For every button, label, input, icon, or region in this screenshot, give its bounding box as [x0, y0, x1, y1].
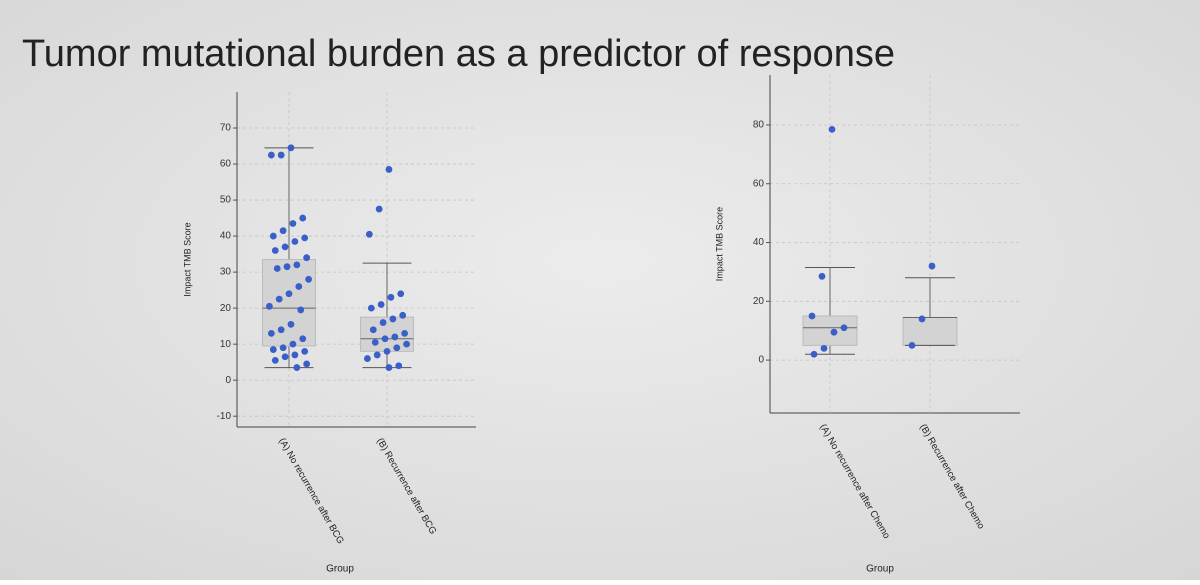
data-point: [828, 125, 836, 133]
data-point: [810, 350, 818, 358]
data-point: [289, 340, 297, 348]
data-point: [269, 232, 277, 240]
y-tick-label: -10: [217, 411, 232, 422]
data-point: [303, 360, 311, 368]
data-point: [297, 306, 305, 314]
data-point: [385, 166, 393, 173]
data-point: [273, 265, 281, 272]
box: [802, 315, 858, 346]
data-point: [291, 351, 299, 359]
y-tick-label: 40: [753, 237, 765, 248]
data-point: [391, 333, 399, 341]
x-axis-label: Group: [866, 564, 894, 575]
slide-title: Tumor mutational burden as a predictor o…: [22, 33, 895, 75]
data-point: [279, 344, 287, 352]
data-point: [385, 364, 393, 371]
data-point: [381, 335, 389, 343]
data-point: [387, 293, 395, 301]
data-point: [293, 261, 301, 269]
data-point: [285, 290, 293, 298]
y-tick-label: 60: [220, 159, 232, 170]
y-axis-label: Impact TMB Score: [182, 222, 192, 296]
data-point: [364, 355, 371, 362]
x-axis-label: Group: [326, 564, 354, 575]
y-tick-label: 0: [758, 355, 764, 366]
data-point: [267, 329, 275, 337]
y-tick-label: 80: [753, 120, 765, 131]
data-point: [291, 238, 299, 245]
data-point: [279, 227, 287, 235]
data-point: [293, 364, 301, 371]
data-point: [277, 326, 285, 334]
data-point: [375, 205, 383, 213]
data-point: [371, 338, 379, 346]
data-point: [928, 262, 936, 270]
data-point: [287, 144, 295, 152]
data-point: [395, 362, 403, 370]
data-point: [379, 319, 387, 326]
data-point: [808, 312, 816, 320]
data-point: [908, 342, 916, 349]
data-point: [365, 230, 373, 238]
y-tick-label: 0: [225, 375, 231, 386]
y-axis-label: Impact TMB Score: [714, 207, 724, 281]
data-point: [301, 347, 309, 355]
y-tick-label: 60: [753, 178, 765, 189]
data-point: [383, 347, 391, 355]
data-point: [373, 351, 381, 359]
y-tick-label: 10: [220, 339, 232, 350]
data-point: [281, 243, 289, 251]
data-point: [403, 340, 410, 348]
data-point: [277, 151, 285, 159]
data-point: [289, 220, 297, 227]
data-point: [389, 315, 397, 323]
data-point: [269, 346, 277, 353]
data-point: [299, 214, 307, 222]
data-point: [271, 247, 279, 254]
data-point: [397, 290, 405, 298]
data-point: [275, 295, 283, 303]
y-tick-label: 20: [753, 296, 765, 307]
data-point: [295, 283, 303, 290]
data-point: [367, 304, 375, 312]
data-point: [267, 151, 275, 159]
data-point: [401, 329, 409, 337]
data-point: [301, 234, 309, 242]
data-point: [281, 353, 289, 361]
box: [902, 316, 958, 346]
y-tick-label: 40: [220, 231, 232, 242]
y-tick-label: 30: [220, 267, 232, 278]
data-point: [369, 326, 377, 334]
data-point: [393, 344, 401, 352]
data-point: [305, 275, 312, 283]
data-point: [303, 254, 311, 262]
y-tick-label: 20: [220, 303, 232, 314]
data-point: [287, 320, 295, 328]
data-point: [818, 272, 826, 280]
data-point: [299, 335, 307, 343]
data-point: [820, 344, 828, 352]
data-point: [271, 356, 279, 364]
y-tick-label: 50: [220, 195, 232, 206]
data-point: [283, 263, 291, 271]
data-point: [399, 311, 407, 319]
data-point: [266, 302, 273, 310]
data-point: [377, 301, 385, 308]
data-point: [840, 324, 848, 332]
data-point: [830, 328, 838, 336]
data-point: [918, 315, 926, 323]
y-tick-label: 70: [220, 123, 232, 134]
